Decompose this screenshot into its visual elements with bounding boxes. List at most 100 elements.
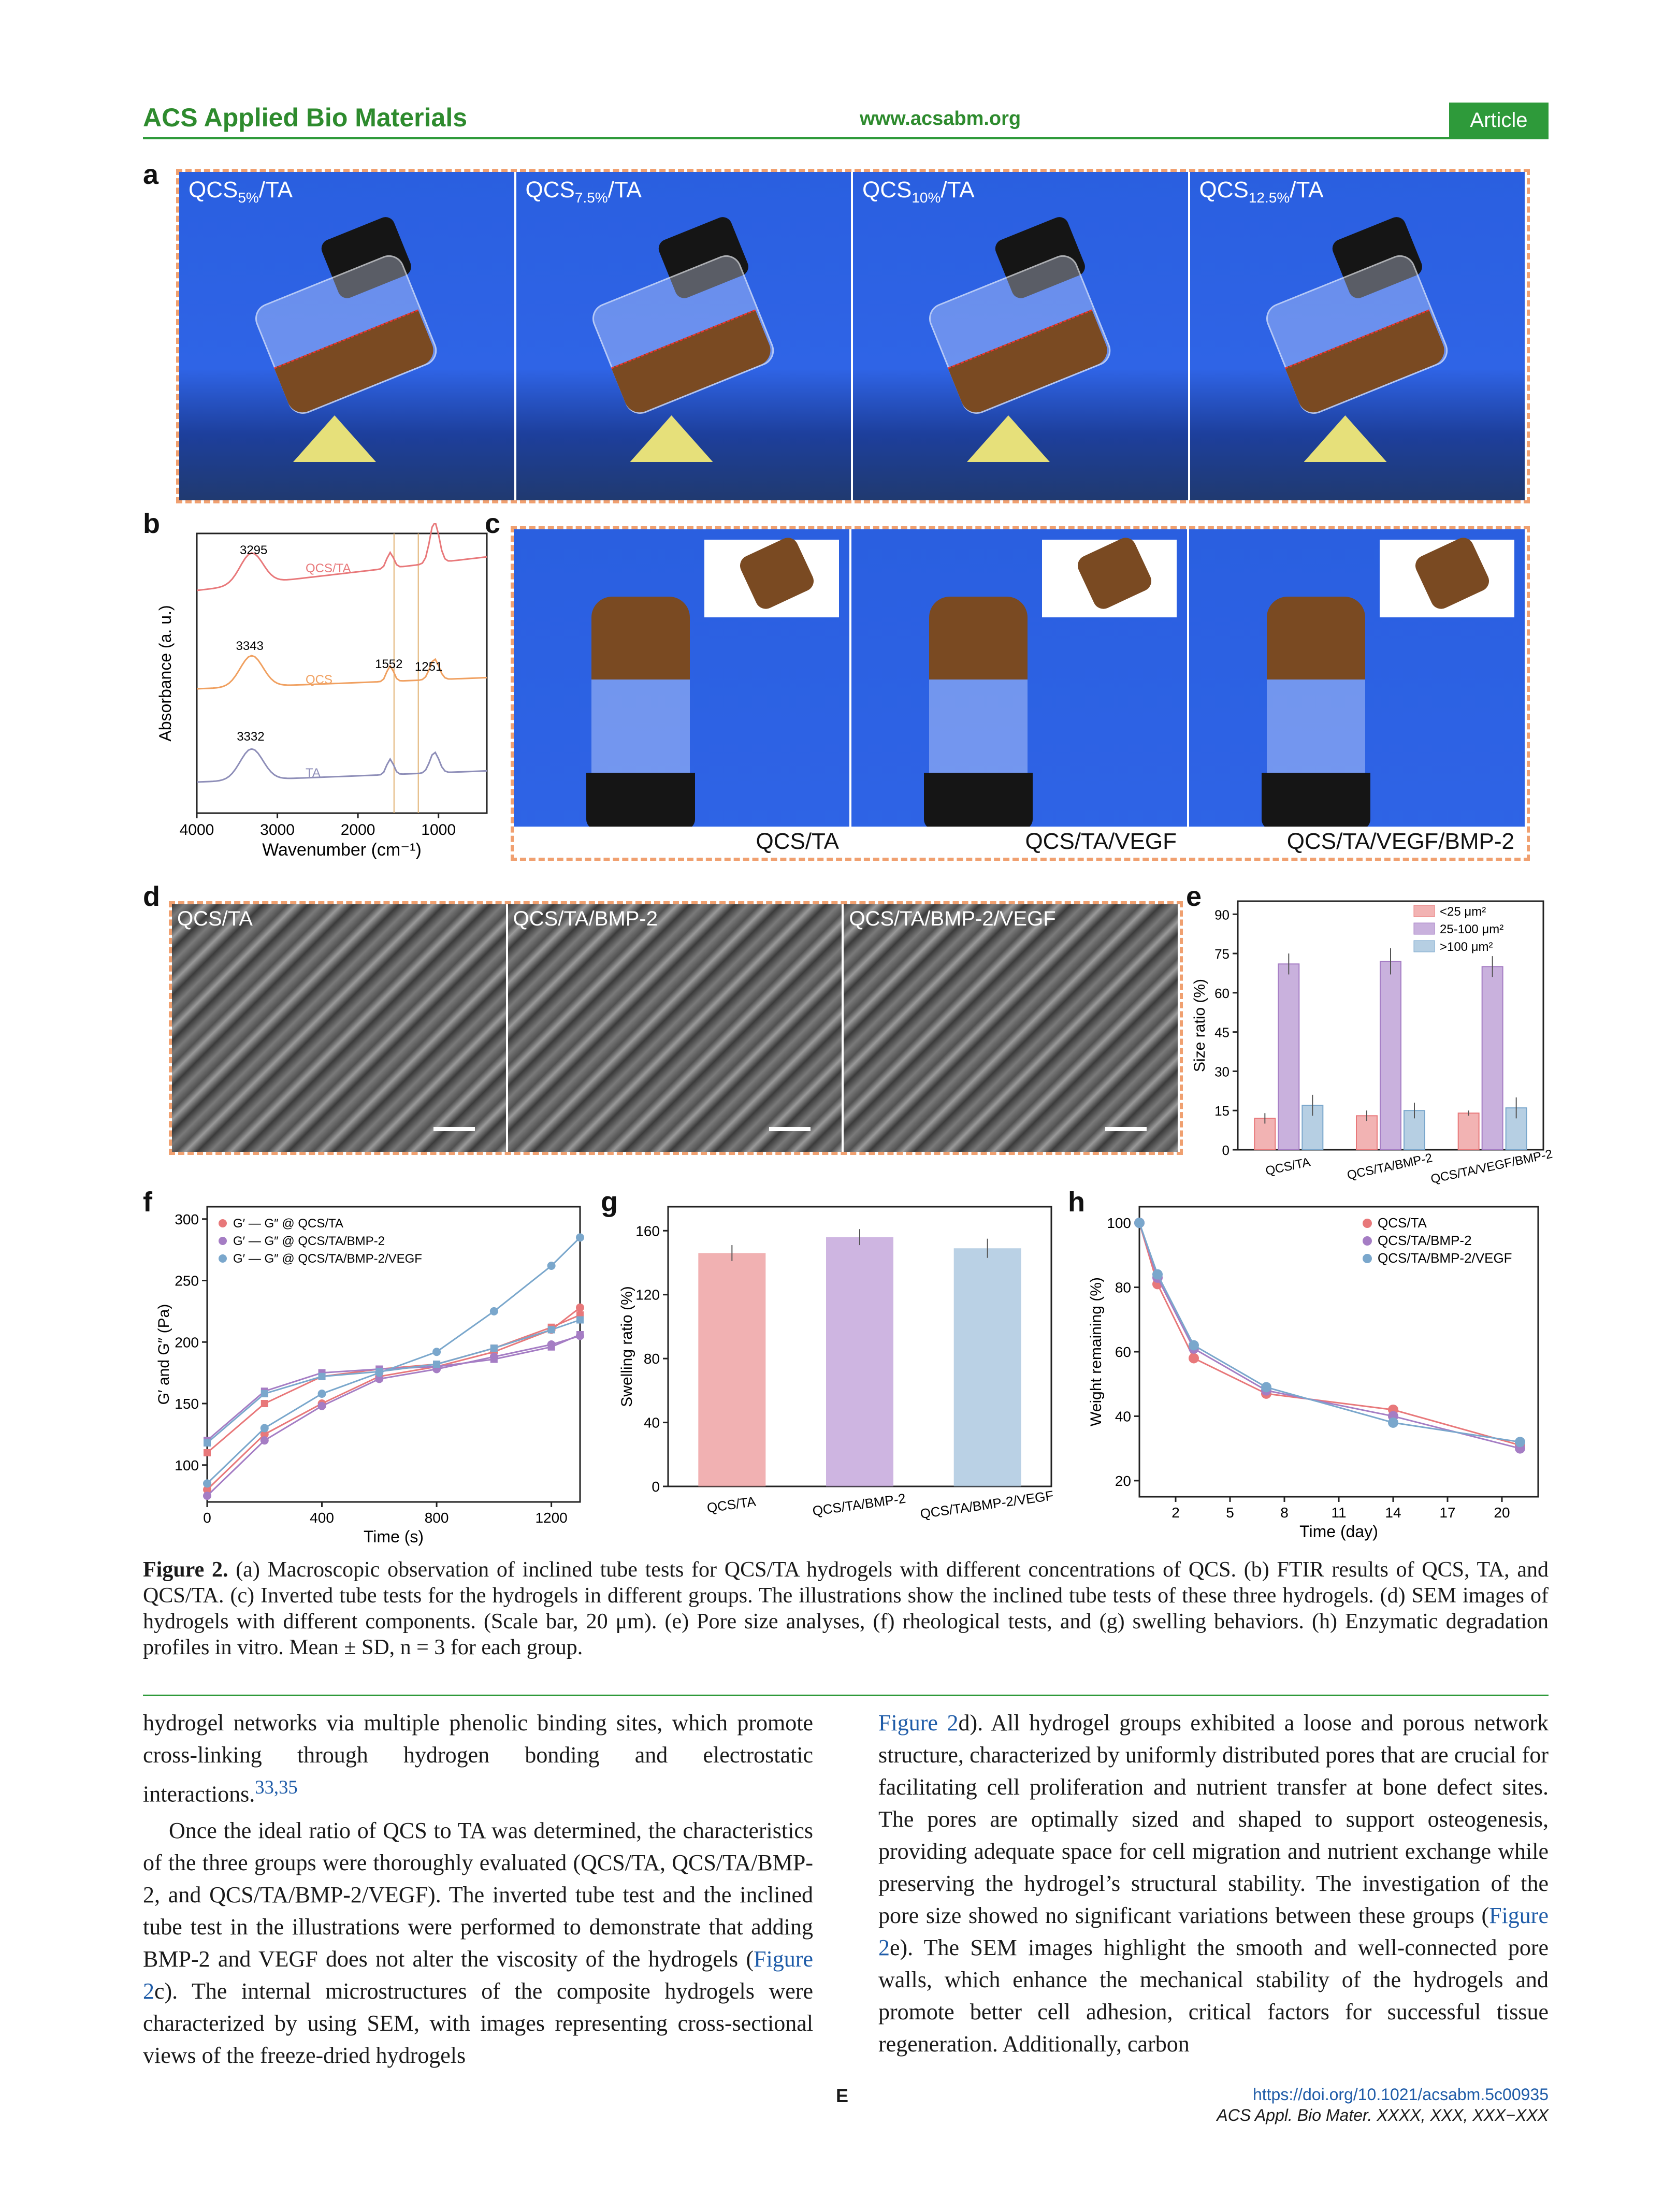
photo-label: QCS5%/TA xyxy=(189,177,293,206)
x-tick-label: 3000 xyxy=(260,821,295,838)
doi-link[interactable]: https://doi.org/10.1021/acsabm.5c00935 xyxy=(1252,2085,1549,2104)
y-tick-label: 100 xyxy=(1107,1215,1131,1231)
figure-2-link-e[interactable]: Figure 2 xyxy=(878,1903,1549,1960)
bar xyxy=(953,1248,1021,1486)
body-left-column: hydrogel networks via multiple phenolic … xyxy=(143,1707,813,2072)
bar xyxy=(1356,1115,1378,1151)
vial-glass-body xyxy=(929,679,1028,773)
plot-frame xyxy=(206,1206,581,1503)
x-tick-label: 20 xyxy=(1494,1505,1510,1521)
data-point xyxy=(547,1262,556,1270)
journal-url[interactable]: www.acsabm.org xyxy=(860,108,1021,129)
vial-photo: QCS12.5%/TA xyxy=(1190,172,1527,500)
data-point xyxy=(203,1492,211,1500)
photo-label: QCS7.5%/TA xyxy=(526,177,642,206)
panel-label-b: b xyxy=(143,508,160,539)
tilted-vial xyxy=(576,214,788,425)
data-point xyxy=(1515,1437,1525,1448)
body-right-column: Figure 2d). All hydrogel groups exhibite… xyxy=(878,1707,1549,2060)
y-tick-label: 120 xyxy=(635,1287,660,1303)
vial-gel-top xyxy=(1267,597,1365,679)
x-tick-label: 2 xyxy=(1171,1505,1180,1521)
y-tick-label: 0 xyxy=(1222,1143,1229,1158)
series-line xyxy=(206,1307,581,1491)
vial-photo: QCS7.5%/TA xyxy=(516,172,853,500)
y-tick-label: 15 xyxy=(1214,1103,1229,1119)
bar xyxy=(1481,966,1503,1150)
vial-glass-body xyxy=(1267,679,1365,773)
data-point xyxy=(576,1331,584,1338)
series-line xyxy=(1138,1222,1521,1443)
tilted-vial xyxy=(1250,214,1462,425)
x-tick-label: QCS/TA/BMP-2 xyxy=(812,1491,907,1519)
y-tick-label: 90 xyxy=(1214,907,1229,922)
x-axis-label: Time (day) xyxy=(1299,1522,1378,1541)
y-tick-label: 45 xyxy=(1214,1025,1229,1040)
data-point xyxy=(490,1355,498,1363)
photo-label-sub: 12.5% xyxy=(1248,189,1290,206)
vial-gel-top xyxy=(929,597,1028,679)
legend-label: G′ — G″ @ QCS/TA xyxy=(233,1217,343,1231)
binder-clip xyxy=(293,415,376,462)
panel-label-a: a xyxy=(143,159,159,190)
panel-d-frame xyxy=(169,901,1183,1155)
sem-image: QCS/TA/BMP-2/VEGF xyxy=(844,904,1180,1152)
photo-label-suffix: /TA xyxy=(941,177,975,203)
sem-image: QCS/TA xyxy=(172,904,508,1152)
y-axis-label: Size ratio (%) xyxy=(1191,979,1208,1072)
spectrum-qcs-ta xyxy=(196,523,487,591)
data-point xyxy=(576,1233,584,1242)
x-tick-label: 8 xyxy=(1280,1505,1289,1521)
x-axis-label: Time (s) xyxy=(364,1527,424,1546)
photo-label: QCS10%/TA xyxy=(862,177,975,206)
photo-label-sub: 5% xyxy=(238,189,259,206)
bar xyxy=(698,1253,766,1486)
sem-label: QCS/TA/BMP-2/VEGF xyxy=(849,907,1056,930)
figure-2-link[interactable]: Figure 2 xyxy=(143,1946,813,2004)
data-point xyxy=(489,1307,498,1315)
body-right-b: e). The SEM images highlight the smooth … xyxy=(878,1935,1549,2057)
data-point xyxy=(576,1316,584,1324)
scale-bar xyxy=(769,1127,811,1131)
photo-caption: QCS/TA/VEGF xyxy=(1025,829,1177,854)
legend-marker xyxy=(219,1254,227,1263)
peak-annotation: 1251 xyxy=(415,660,442,674)
pore-size-chart: 0 15 30 45 60 75 90 Size ratio (%) QCS/TA QCS/TA/… xyxy=(1191,900,1554,1186)
scale-bar xyxy=(1105,1127,1147,1131)
caption-text: (a) Macroscopic observation of inclined … xyxy=(143,1558,1549,1659)
x-tick-label: 400 xyxy=(310,1510,334,1526)
y-tick-label: 200 xyxy=(175,1334,199,1350)
bar xyxy=(826,1237,893,1486)
photo-label-base: QCS xyxy=(189,177,238,203)
caption-label: Figure 2. xyxy=(143,1558,228,1582)
photo-label-suffix: /TA xyxy=(258,177,293,203)
panel-label-d: d xyxy=(143,881,160,912)
data-point xyxy=(1134,1218,1145,1228)
data-point xyxy=(433,1361,441,1368)
photo-white-strip xyxy=(514,827,849,858)
x-tick-label: 4000 xyxy=(180,821,214,838)
tilted-vial xyxy=(913,214,1124,425)
tilted-vial xyxy=(239,214,451,425)
data-point xyxy=(261,1390,268,1397)
citation-33-35[interactable]: 33,35 xyxy=(255,1776,298,1798)
photo-label-suffix: /TA xyxy=(1290,177,1324,203)
legend-marker xyxy=(219,1219,227,1227)
sem-label: QCS/TA/BMP-2 xyxy=(513,907,658,930)
figure-2-link-d[interactable]: Figure 2 xyxy=(878,1710,959,1736)
series-line xyxy=(206,1335,581,1497)
legend-label: >100 μm² xyxy=(1440,940,1493,954)
photo-caption: QCS/TA xyxy=(756,829,839,854)
spectrum-qcs xyxy=(196,655,487,690)
bar xyxy=(1278,963,1300,1150)
data-point xyxy=(547,1343,555,1351)
data-point xyxy=(1189,1353,1199,1364)
x-tick-label: 5 xyxy=(1226,1505,1234,1521)
x-tick-label: QCS/TA/VEGF/BMP-2 xyxy=(1429,1147,1554,1186)
panel-label-f: f xyxy=(143,1187,152,1218)
legend-label: <25 μm² xyxy=(1440,905,1486,919)
body-left-p1-text: hydrogel networks via multiple phenolic … xyxy=(143,1710,813,1807)
legend-label: G′ — G″ @ QCS/TA/BMP-2 xyxy=(233,1234,385,1248)
y-tick-label: 150 xyxy=(175,1396,199,1412)
data-point xyxy=(204,1439,211,1447)
